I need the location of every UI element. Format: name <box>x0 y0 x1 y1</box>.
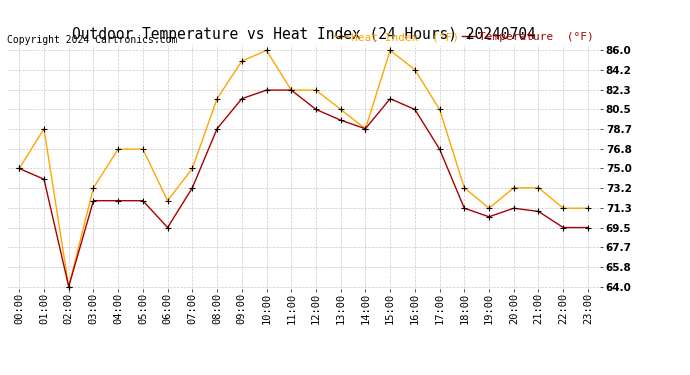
Heat Index  (°F) <box>435 107 444 112</box>
Temperature  (°F) <box>65 284 73 289</box>
Heat Index  (°F) <box>362 126 370 131</box>
Temperature  (°F) <box>510 206 518 210</box>
Temperature  (°F) <box>89 198 97 203</box>
Heat Index  (°F) <box>15 166 23 171</box>
Text: Copyright 2024 Cartronics.com: Copyright 2024 Cartronics.com <box>7 35 177 45</box>
Line: Temperature  (°F): Temperature (°F) <box>17 87 591 290</box>
Temperature  (°F) <box>485 214 493 219</box>
Temperature  (°F) <box>287 88 295 92</box>
Temperature  (°F) <box>559 225 567 230</box>
Temperature  (°F) <box>237 96 246 101</box>
Temperature  (°F) <box>362 126 370 131</box>
Title: Outdoor Temperature vs Heat Index (24 Hours) 20240704: Outdoor Temperature vs Heat Index (24 Ho… <box>72 27 535 42</box>
Heat Index  (°F) <box>411 68 419 72</box>
Heat Index  (°F) <box>386 48 394 52</box>
Legend: Heat Index  (°F), Temperature  (°F): Heat Index (°F), Temperature (°F) <box>333 31 595 43</box>
Temperature  (°F) <box>584 225 592 230</box>
Heat Index  (°F) <box>287 88 295 92</box>
Line: Heat Index  (°F): Heat Index (°F) <box>17 48 591 290</box>
Temperature  (°F) <box>188 186 197 190</box>
Temperature  (°F) <box>411 107 419 112</box>
Heat Index  (°F) <box>213 96 221 101</box>
Temperature  (°F) <box>139 198 147 203</box>
Temperature  (°F) <box>386 96 394 101</box>
Temperature  (°F) <box>213 126 221 131</box>
Heat Index  (°F) <box>337 107 345 112</box>
Heat Index  (°F) <box>510 186 518 190</box>
Heat Index  (°F) <box>485 206 493 210</box>
Temperature  (°F) <box>312 107 320 112</box>
Temperature  (°F) <box>337 118 345 122</box>
Temperature  (°F) <box>164 225 172 230</box>
Heat Index  (°F) <box>65 284 73 289</box>
Temperature  (°F) <box>435 147 444 152</box>
Heat Index  (°F) <box>262 48 270 52</box>
Temperature  (°F) <box>114 198 122 203</box>
Temperature  (°F) <box>534 209 542 214</box>
Temperature  (°F) <box>262 88 270 92</box>
Temperature  (°F) <box>460 206 469 210</box>
Temperature  (°F) <box>40 177 48 182</box>
Heat Index  (°F) <box>559 206 567 210</box>
Heat Index  (°F) <box>237 59 246 63</box>
Heat Index  (°F) <box>40 126 48 131</box>
Heat Index  (°F) <box>114 147 122 152</box>
Heat Index  (°F) <box>460 186 469 190</box>
Heat Index  (°F) <box>139 147 147 152</box>
Heat Index  (°F) <box>188 166 197 171</box>
Heat Index  (°F) <box>534 186 542 190</box>
Heat Index  (°F) <box>164 198 172 203</box>
Heat Index  (°F) <box>89 186 97 190</box>
Temperature  (°F) <box>15 166 23 171</box>
Heat Index  (°F) <box>312 88 320 92</box>
Heat Index  (°F) <box>584 206 592 210</box>
